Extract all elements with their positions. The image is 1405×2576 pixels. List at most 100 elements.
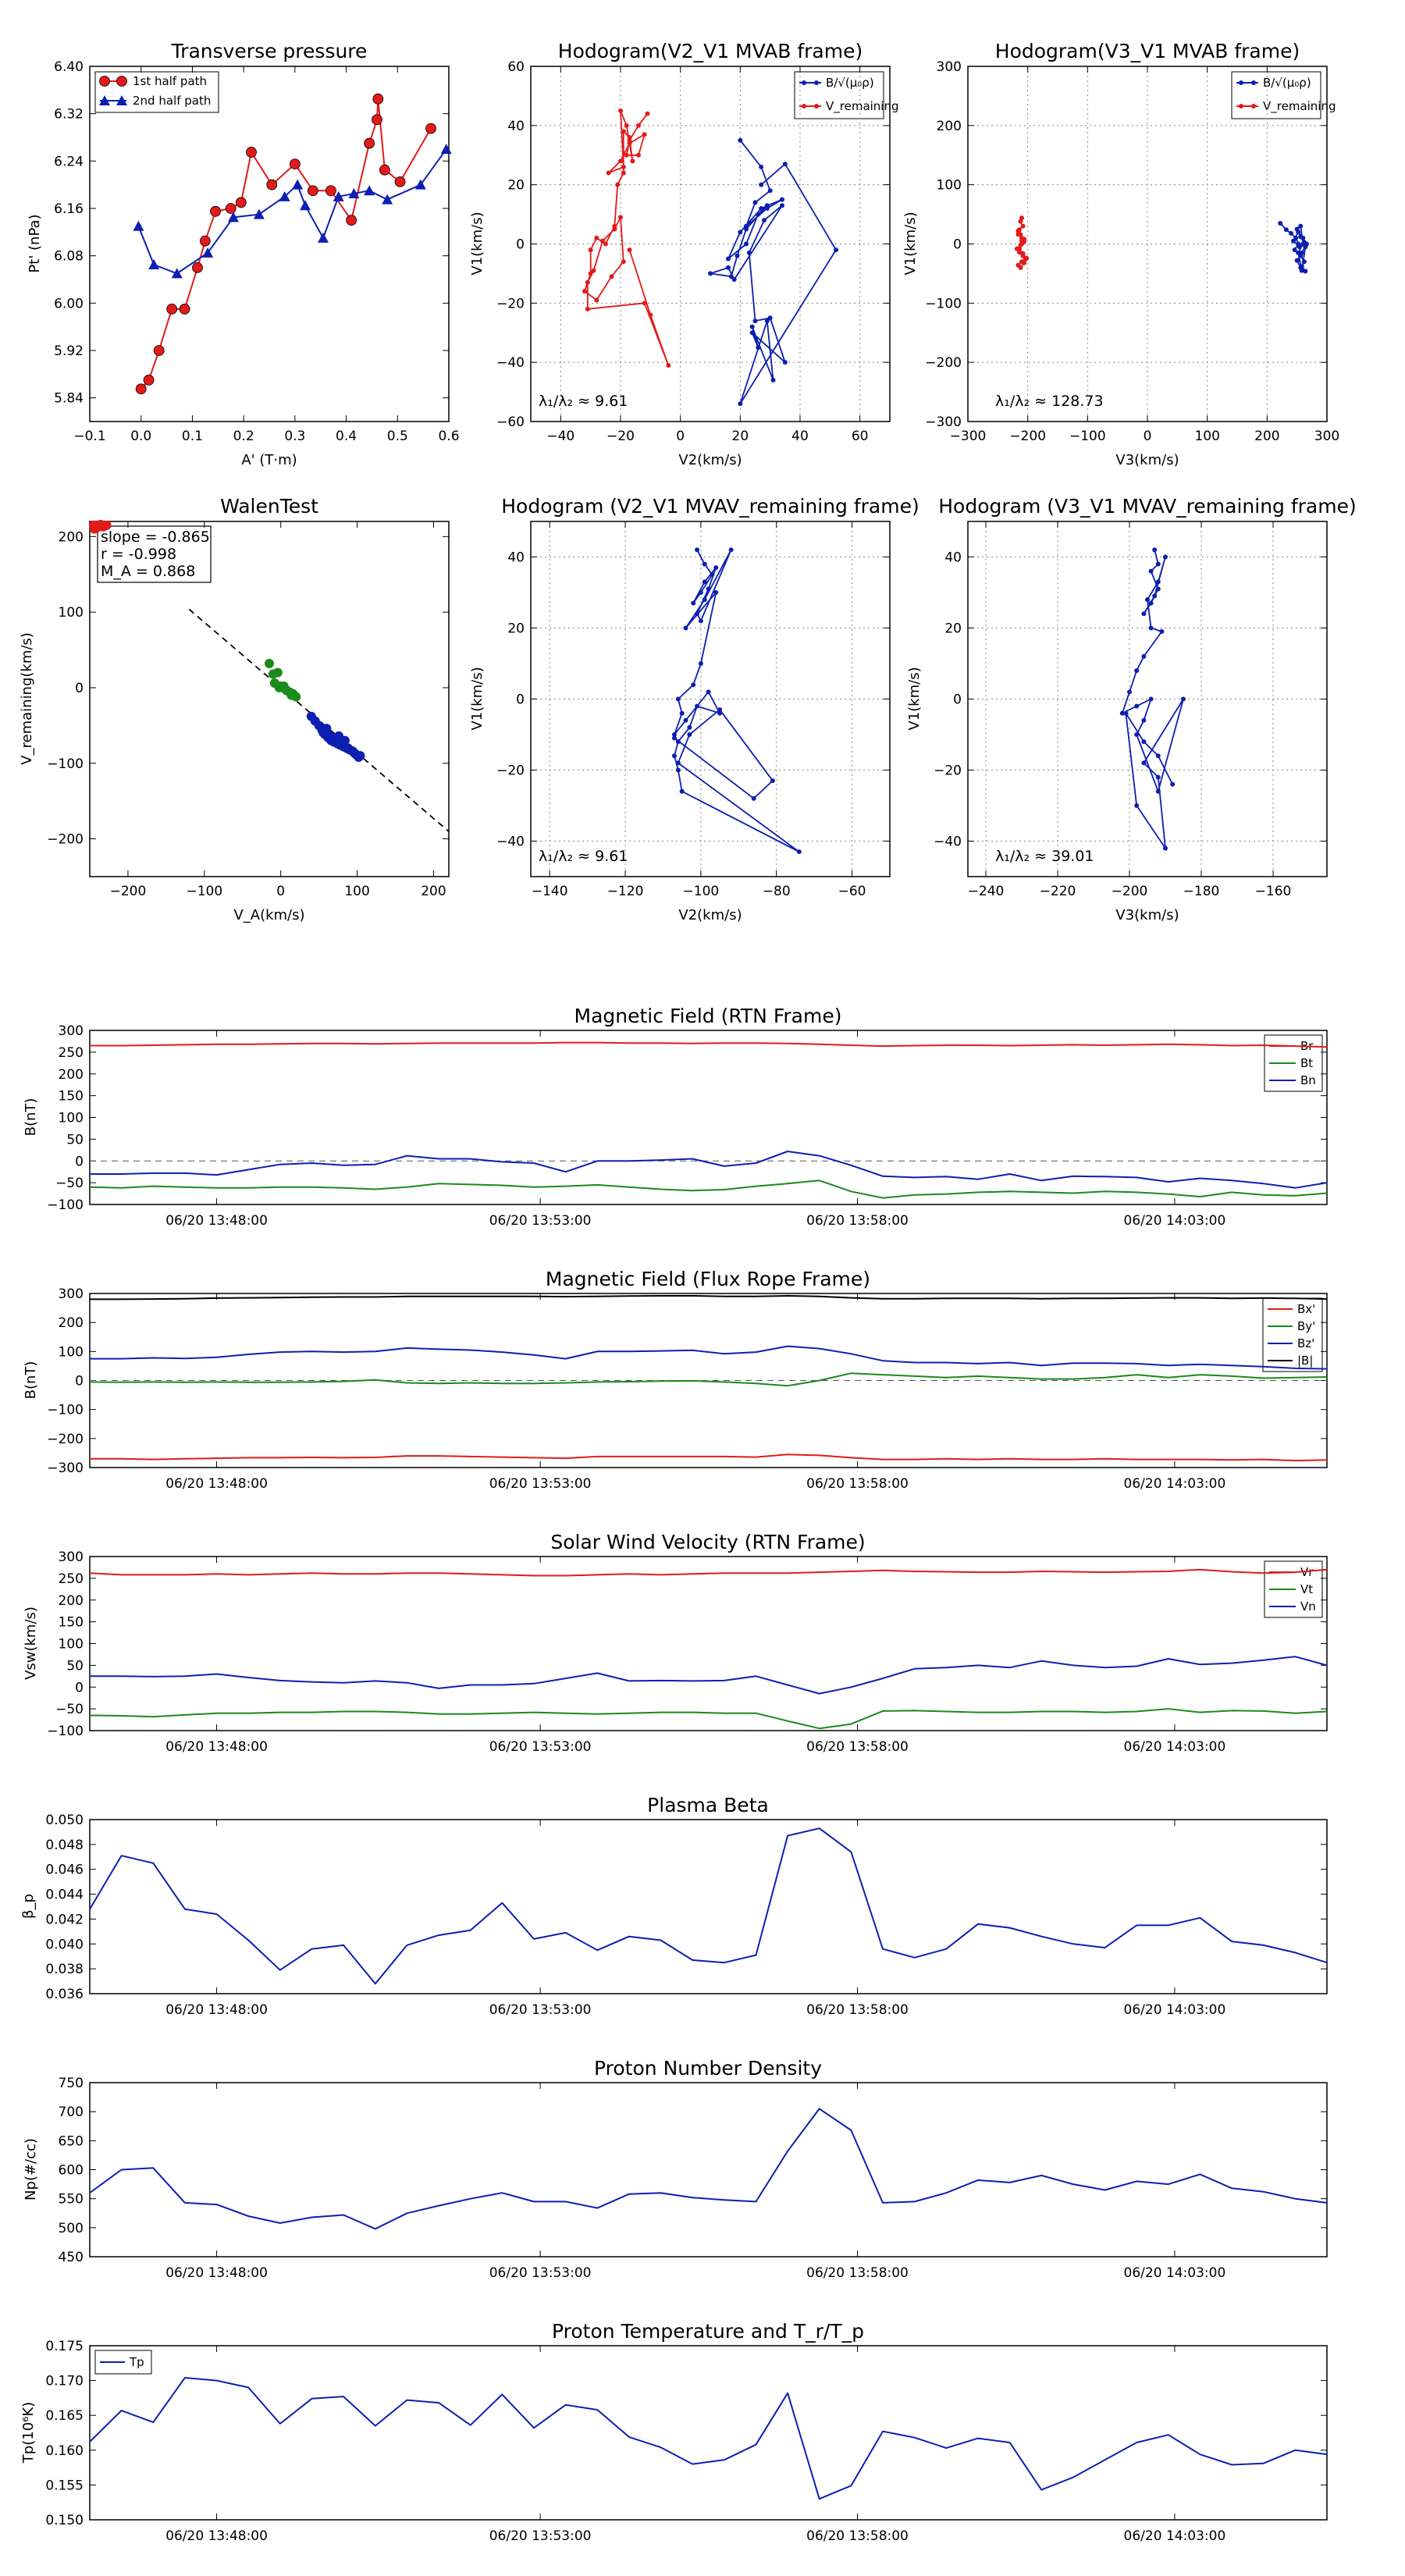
hodogram-point — [672, 732, 677, 737]
y-tick-label: 0.040 — [45, 1937, 84, 1952]
y-axis-label: Vsw(km/s) — [23, 1606, 39, 1680]
hodogram-point — [746, 250, 752, 255]
hodogram-point — [770, 377, 776, 382]
hodogram-point — [621, 170, 626, 176]
hodogram-point — [780, 197, 784, 202]
data-point-circle — [379, 164, 390, 176]
hodogram-point — [687, 732, 692, 737]
y-tick-label: −40 — [496, 834, 525, 850]
data-point-triangle — [253, 208, 265, 219]
series-line-vn — [90, 1656, 1328, 1695]
y-tick-label: 0 — [516, 692, 525, 708]
y-tick-label: −20 — [934, 763, 962, 779]
hodogram-point — [1297, 244, 1302, 250]
x-tick-label: −100 — [683, 884, 720, 899]
hodogram-point — [683, 625, 688, 631]
panel-proton-density: Proton Number Density Np(#/cc) — [23, 2057, 1328, 2258]
chart-title: Hodogram(V3_V1 MVAB frame) — [995, 40, 1300, 62]
series-line-bt — [89, 1179, 1328, 1199]
data-point-circle — [307, 185, 318, 197]
series-line-np — [89, 2108, 1328, 2230]
y-tick-label: 6.24 — [54, 154, 84, 169]
x-tick-label: 06/20 13:58:00 — [806, 1739, 909, 1755]
hodogram-point — [1289, 230, 1293, 236]
x-tick-label: 06/20 13:48:00 — [165, 1739, 268, 1755]
panel-hodogram-v3-v1-mvab: Hodogram(V3_V1 MVAB frame) V3(km/s) V1(k… — [902, 40, 1336, 468]
hodogram-point — [764, 318, 770, 324]
legend-label-vr: Vr — [1300, 1565, 1314, 1579]
stat-correlation: r = -0.998 — [101, 546, 176, 563]
legend-label-by: By' — [1297, 1319, 1315, 1333]
legend-marker-circle — [116, 76, 127, 87]
hodogram-point — [1159, 629, 1165, 635]
y-tick-label: 300 — [59, 1286, 84, 1302]
y-axis-label: B(nT) — [23, 1361, 39, 1400]
hodogram-point — [1141, 739, 1147, 745]
stats-textbox: slope = -0.865 r = -0.998 M_A = 0.868 — [97, 525, 212, 583]
hodogram-point — [728, 274, 734, 279]
y-tick-label: 6.32 — [54, 107, 84, 123]
x-tick-label: 06/20 13:53:00 — [489, 1476, 592, 1492]
data-point-circle — [394, 176, 406, 187]
series-line-tp — [89, 2377, 1328, 2500]
legend-marker — [802, 80, 806, 85]
y-tick-label: 300 — [59, 1023, 84, 1039]
data-point-circle — [135, 383, 147, 395]
hodogram-point — [1291, 238, 1297, 244]
walen-point-green — [265, 659, 274, 668]
hodogram-point — [1303, 244, 1308, 250]
hodogram-point — [726, 265, 731, 270]
y-tick-label: −40 — [496, 355, 525, 371]
hodogram-point — [585, 306, 590, 311]
data-point-triangle — [300, 200, 311, 211]
legend-marker — [1239, 104, 1243, 109]
walen-point-blue — [355, 751, 365, 761]
legend-marker — [1251, 80, 1256, 85]
hodogram-point — [1292, 247, 1297, 253]
y-tick-label: 700 — [59, 2105, 84, 2120]
data-point-circle — [225, 203, 237, 214]
hodogram-point — [1298, 223, 1304, 229]
hodogram-point — [618, 215, 623, 220]
y-tick-label: 50 — [66, 1132, 84, 1147]
hodogram-point — [767, 315, 773, 321]
x-tick-label: −200 — [110, 884, 147, 899]
y-tick-label: 300 — [59, 1550, 84, 1565]
legend-label-bmag: |B| — [1297, 1354, 1313, 1368]
axes-frame — [89, 66, 450, 422]
x-tick-label: 0.4 — [336, 429, 357, 444]
x-tick-label: 06/20 13:53:00 — [489, 2265, 592, 2281]
x-tick-label: −120 — [607, 884, 644, 899]
data-point-circle — [372, 93, 384, 105]
hodogram-point — [767, 188, 773, 194]
x-tick-label: 60 — [852, 429, 869, 444]
hodogram-point — [1022, 260, 1027, 265]
x-tick-label: 06/20 14:03:00 — [1124, 2265, 1226, 2281]
walen-point-blue — [334, 731, 344, 741]
y-tick-label: −20 — [496, 763, 525, 779]
hodogram-point — [675, 739, 681, 745]
y-tick-label: 100 — [59, 605, 84, 621]
chart-title: Hodogram (V2_V1 MVAV_remaining frame) — [501, 495, 919, 518]
y-tick-label: −100 — [47, 1403, 84, 1418]
hodogram-point — [1155, 561, 1161, 567]
y-tick-label: 600 — [59, 2163, 84, 2179]
hodogram-point — [1152, 593, 1158, 599]
y-tick-label: 0 — [75, 1374, 84, 1389]
legend: Br Bt Bn — [1264, 1034, 1323, 1092]
x-tick-label: −100 — [186, 884, 222, 899]
legend-box — [794, 71, 884, 119]
x-tick-label: 06/20 13:58:00 — [806, 2265, 909, 2281]
series-line-bx — [90, 1453, 1328, 1462]
data-point-circle — [192, 262, 203, 273]
chart-title: Magnetic Field (Flux Rope Frame) — [546, 1268, 870, 1290]
x-tick-label: −220 — [1040, 884, 1076, 899]
panel-solar-wind-velocity: Solar Wind Velocity (RTN Frame) Vsw(km/s… — [23, 1531, 1328, 1731]
x-tick-label: −100 — [1069, 429, 1106, 444]
y-tick-label: 100 — [59, 1637, 84, 1653]
hodogram-point — [698, 618, 703, 624]
y-tick-label: −100 — [47, 756, 84, 772]
data-point-triangle — [414, 179, 426, 190]
hodogram-point — [1155, 753, 1161, 759]
